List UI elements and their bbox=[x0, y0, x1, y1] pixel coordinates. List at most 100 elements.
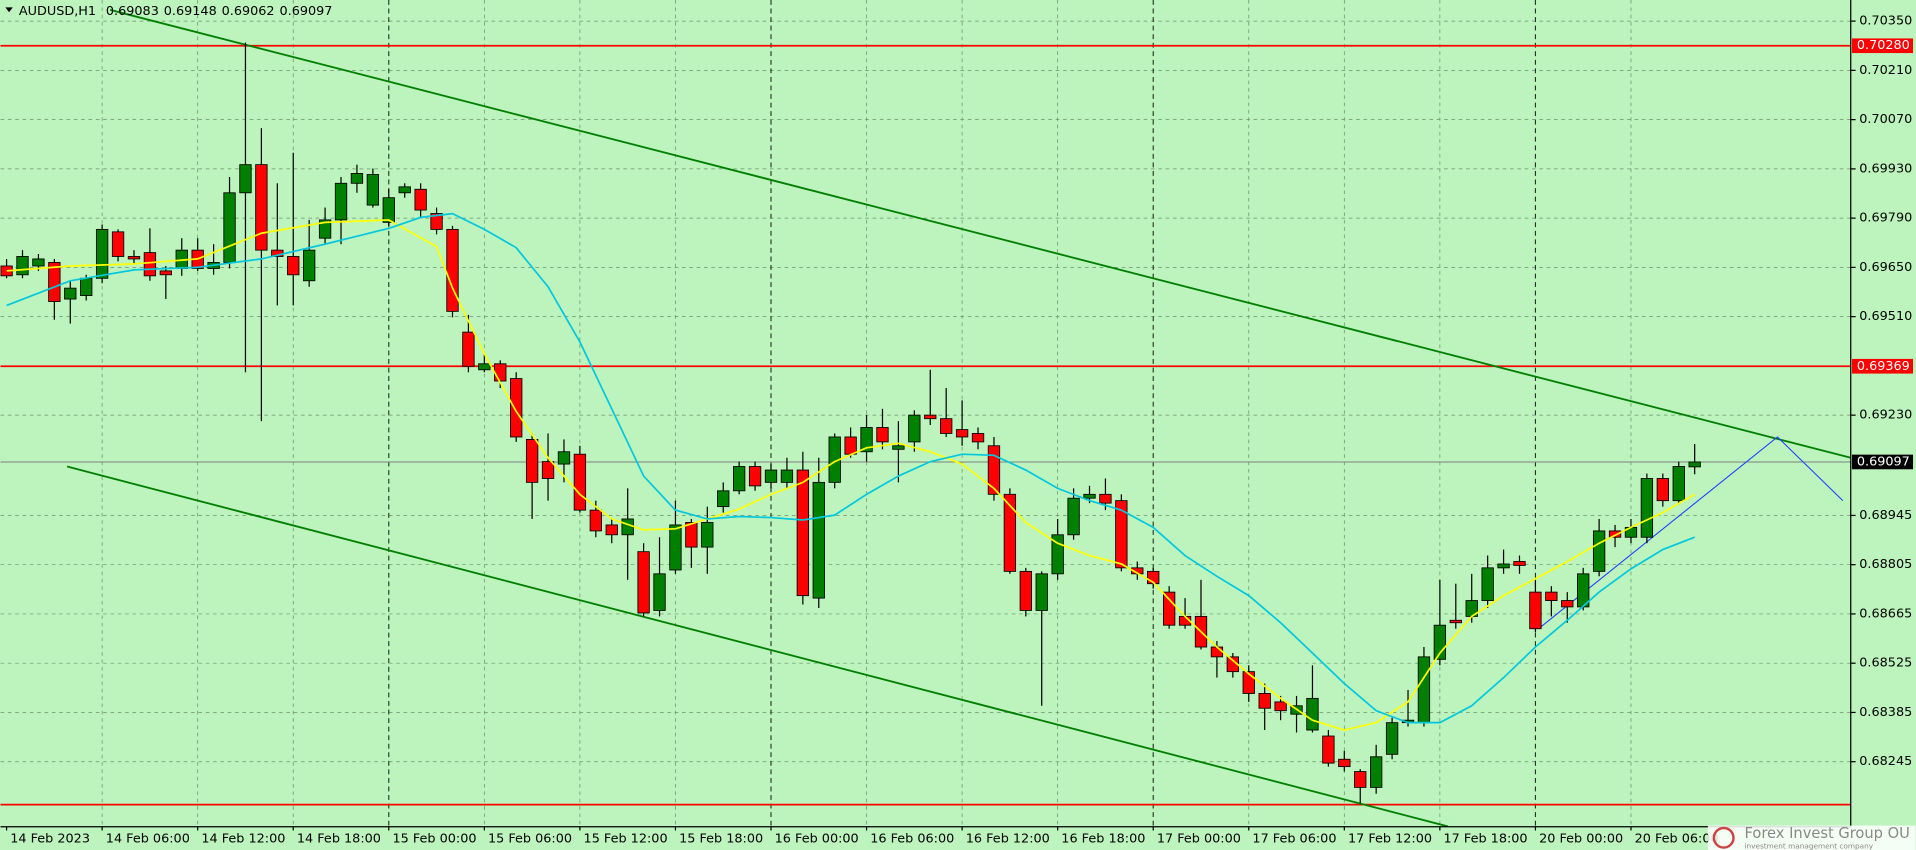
close-price: 0.69097 bbox=[279, 3, 332, 18]
candle-body bbox=[1449, 619, 1462, 624]
chart-header: AUDUSD,H1 0.69083 0.69148 0.69062 0.69097 bbox=[19, 3, 333, 18]
price-level-box bbox=[1851, 454, 1914, 470]
x-tick-label: 16 Feb 06:00 bbox=[870, 832, 954, 847]
candle-body bbox=[573, 453, 587, 511]
moving-average bbox=[6, 212, 1695, 724]
candle-body bbox=[812, 481, 825, 599]
y-tick-label: 0.69510 bbox=[1859, 309, 1912, 324]
candle-body bbox=[255, 164, 268, 251]
candle-body bbox=[940, 418, 953, 434]
trendline bbox=[1538, 436, 1844, 630]
y-tick-label: 0.68245 bbox=[1859, 754, 1912, 769]
y-tick-label: 0.70070 bbox=[1859, 112, 1912, 127]
candle-body bbox=[1051, 534, 1064, 575]
candle-body bbox=[1592, 530, 1606, 572]
candle-body bbox=[987, 445, 1001, 495]
candle-body bbox=[1147, 570, 1160, 585]
candle-body bbox=[1035, 573, 1048, 611]
candle-body bbox=[1338, 758, 1351, 768]
candle-body bbox=[525, 439, 539, 483]
y-tick-label: 0.68805 bbox=[1859, 557, 1912, 572]
candle-body bbox=[366, 174, 380, 206]
price-level-box bbox=[1851, 38, 1914, 54]
price-level-label: 0.69097 bbox=[1857, 454, 1910, 469]
candle-body bbox=[239, 164, 252, 194]
candle-body bbox=[382, 197, 395, 223]
watermark: Forex Invest Group OU investment managem… bbox=[1707, 825, 1916, 850]
candle-body bbox=[350, 173, 364, 184]
candle-body bbox=[637, 551, 650, 614]
candle-body bbox=[446, 228, 459, 312]
candle-body bbox=[64, 287, 77, 300]
candle-body bbox=[1019, 570, 1032, 611]
candle-body bbox=[1640, 478, 1654, 538]
candle-body bbox=[908, 414, 921, 443]
high-price: 0.69148 bbox=[164, 3, 217, 18]
candle-body bbox=[924, 414, 937, 420]
x-tick-label: 16 Feb 12:00 bbox=[966, 832, 1050, 847]
candle-body bbox=[605, 524, 618, 536]
candle-body bbox=[764, 469, 778, 483]
candle-body bbox=[1210, 646, 1224, 658]
candle-body bbox=[796, 469, 810, 597]
candle-body bbox=[589, 509, 602, 532]
menu-arrow[interactable] bbox=[5, 7, 13, 13]
candle-body bbox=[955, 429, 969, 438]
y-tick-label: 0.68385 bbox=[1859, 705, 1912, 720]
candle-body bbox=[462, 331, 475, 367]
y-tick-label: 0.68945 bbox=[1859, 508, 1912, 523]
candle-body bbox=[1545, 591, 1558, 601]
candle-body bbox=[1003, 493, 1017, 572]
x-tick-label: 20 Feb 00:00 bbox=[1539, 832, 1623, 847]
candle-body bbox=[1433, 624, 1447, 660]
x-tick-label: 16 Feb 18:00 bbox=[1061, 832, 1145, 847]
x-tick-label: 17 Feb 18:00 bbox=[1444, 832, 1528, 847]
y-tick-label: 0.69650 bbox=[1859, 260, 1912, 275]
candle-body bbox=[1672, 466, 1685, 502]
x-tick-label: 14 Feb 06:00 bbox=[106, 832, 190, 847]
watermark-box bbox=[1707, 825, 1916, 850]
trendline bbox=[109, 9, 1851, 459]
candle-body bbox=[844, 436, 857, 455]
candle-body bbox=[1608, 530, 1622, 538]
candle-body bbox=[541, 461, 555, 479]
candle-body bbox=[1099, 493, 1112, 504]
candle-body bbox=[1242, 671, 1255, 694]
y-tick-label: 0.68665 bbox=[1859, 606, 1912, 621]
candle-body bbox=[494, 363, 507, 382]
candle-body bbox=[971, 433, 985, 443]
candle-body bbox=[1258, 693, 1271, 709]
candle-body bbox=[16, 256, 29, 276]
candle-body bbox=[1067, 497, 1080, 536]
candle-body bbox=[1385, 722, 1399, 755]
x-tick-label: 15 Feb 00:00 bbox=[392, 832, 476, 847]
candle-body bbox=[398, 186, 411, 194]
x-tick-label: 17 Feb 00:00 bbox=[1157, 832, 1241, 847]
y-tick-label: 0.70210 bbox=[1859, 63, 1912, 78]
candle-body bbox=[717, 490, 730, 508]
candle-body bbox=[32, 258, 45, 267]
y-tick-label: 0.69230 bbox=[1859, 408, 1912, 423]
watermark-logo bbox=[1712, 826, 1735, 849]
x-tick-label: 14 Feb 12:00 bbox=[201, 832, 285, 847]
candle-body bbox=[557, 451, 571, 465]
candle-body bbox=[669, 524, 682, 571]
x-tick-label: 15 Feb 12:00 bbox=[584, 832, 668, 847]
candle-body bbox=[1497, 563, 1510, 569]
x-tick-label: 17 Feb 06:00 bbox=[1252, 832, 1336, 847]
candle-body bbox=[1354, 771, 1367, 788]
plot-area bbox=[0, 9, 1851, 827]
candle-body bbox=[95, 228, 109, 279]
candle-body bbox=[1417, 656, 1431, 724]
axes: 0.70350 0.70210 0.70070 0.69930 0.69790 0.696… bbox=[5, 14, 1914, 847]
candle-body bbox=[732, 466, 746, 492]
x-tick-label: 20 Feb 06:00 bbox=[1635, 832, 1719, 847]
candle-body bbox=[287, 256, 300, 276]
candle-body bbox=[1561, 600, 1574, 608]
candle-body bbox=[653, 573, 666, 611]
candle-body bbox=[127, 256, 141, 260]
candle-body bbox=[334, 182, 348, 221]
y-tick-label: 0.69790 bbox=[1859, 211, 1912, 226]
trendline bbox=[66, 465, 1449, 827]
